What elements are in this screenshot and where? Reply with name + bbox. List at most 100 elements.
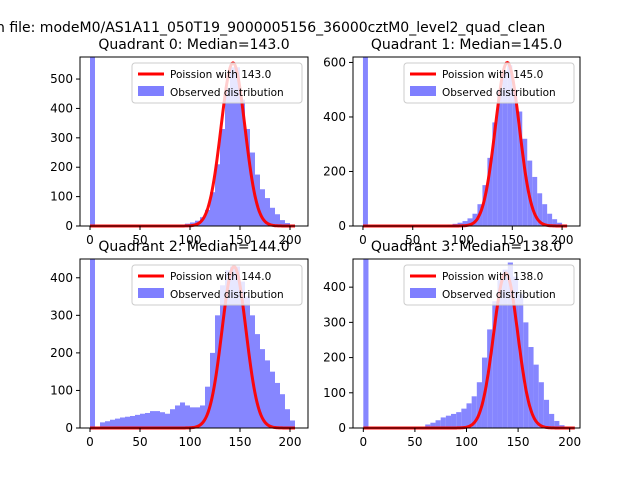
histogram-bar: [150, 411, 155, 428]
histogram-bar: [215, 164, 220, 226]
legend-hist-swatch: [410, 288, 436, 298]
histogram-bar: [430, 422, 436, 428]
histogram-bar: [445, 415, 452, 428]
histogram-bar: [200, 405, 205, 428]
legend: Poission with 145.0 Observed distribution: [403, 62, 575, 104]
histogram-bar: [245, 296, 250, 428]
legend-box: [131, 264, 303, 306]
y-tick-label: 0: [338, 219, 346, 233]
histogram-bar: [120, 417, 125, 428]
subplot-title: Quadrant 1: Median=145.0: [371, 37, 562, 53]
histogram-bar: [225, 270, 230, 428]
histogram-bar: [230, 266, 235, 428]
y-tick-label: 100: [50, 190, 73, 204]
histogram-bar: [451, 413, 457, 428]
legend-fit-label: Poission with 144.0: [170, 271, 271, 283]
histogram-bar: [90, 57, 95, 226]
histogram-bar: [476, 382, 482, 428]
histogram-bar: [456, 412, 462, 428]
histogram-bar: [487, 329, 493, 428]
histogram-bar: [502, 70, 508, 227]
histogram-bar: [522, 138, 528, 226]
histogram-bar: [512, 89, 518, 226]
x-tick-label: 150: [229, 435, 252, 449]
x-tick-label: 200: [551, 233, 574, 247]
y-tick-label: 200: [323, 164, 346, 178]
legend-hist-label: Observed distribution: [170, 87, 284, 99]
histogram-bar: [482, 185, 488, 226]
histogram-bar: [466, 403, 472, 428]
histogram-bar: [471, 396, 477, 428]
histogram-bar: [135, 414, 140, 428]
histogram-bar: [554, 420, 560, 428]
y-axis-ticks: 0 100 200 300 400 500: [50, 72, 80, 233]
x-axis-ticks: 0 50 100 150 200: [359, 428, 581, 449]
histogram-bar: [110, 419, 115, 428]
subplot-quadrant-1: 0 50 100 150 200 0 200 400 600 Poission with 145.…: [323, 37, 581, 247]
subplot-grid: 0 50 100 150 200 0 100 200 300 400 500 Poission wit…: [50, 37, 581, 449]
histogram-bar: [270, 207, 275, 226]
histogram-bar: [240, 99, 245, 226]
histogram-bar: [487, 157, 493, 226]
histogram-bar: [235, 266, 240, 428]
histogram-bar: [425, 424, 431, 428]
legend-hist-label: Observed distribution: [170, 289, 284, 301]
histogram-bar: [105, 421, 110, 428]
histogram-bar: [140, 413, 145, 428]
histogram-bar: [363, 259, 369, 428]
legend-hist-label: Observed distribution: [442, 289, 556, 301]
y-tick-label: 300: [50, 308, 73, 322]
x-tick-label: 150: [501, 233, 524, 247]
legend-fit-label: Poission with 145.0: [442, 69, 543, 81]
subplot-quadrant-3: 0 50 100 150 200 0 100 200 300 400 Poission with 1…: [323, 239, 581, 449]
y-tick-label: 100: [50, 383, 73, 397]
histogram-bar: [180, 402, 185, 428]
histogram-bar: [175, 405, 180, 428]
histogram-bar: [145, 412, 150, 428]
histogram-bar: [265, 360, 270, 428]
histogram-bar: [523, 322, 529, 428]
y-axis-ticks: 0 100 200 300 400: [323, 280, 353, 435]
y-tick-label: 0: [338, 421, 346, 435]
histogram-bar: [435, 420, 441, 428]
y-tick-label: 400: [323, 280, 346, 294]
y-axis-ticks: 0 100 200 300 400: [50, 271, 80, 435]
y-tick-label: 300: [50, 131, 73, 145]
x-tick-label: 200: [279, 233, 302, 247]
y-tick-label: 500: [50, 72, 73, 86]
histogram-bar: [125, 416, 130, 428]
histogram-bar: [507, 65, 513, 226]
histogram-bar: [502, 269, 508, 428]
histogram-bar: [275, 214, 280, 226]
legend-hist-label: Observed distribution: [442, 87, 556, 99]
histogram-bar: [461, 408, 467, 428]
histogram-bar: [440, 417, 446, 428]
histogram-bar: [220, 285, 225, 428]
histogram-bar: [220, 129, 225, 226]
y-tick-label: 400: [50, 101, 73, 115]
x-axis-ticks: 0 50 100 150 200: [359, 226, 574, 247]
subplot-title: Quadrant 3: Median=138.0: [371, 239, 562, 255]
legend-fit-label: Poission with 138.0: [442, 271, 543, 283]
axes-frame: [352, 56, 581, 227]
histogram-bar: [165, 413, 170, 428]
histogram-bar: [280, 394, 285, 428]
y-tick-label: 200: [323, 351, 346, 365]
x-tick-label: 100: [451, 233, 474, 247]
legend-box: [131, 62, 303, 104]
x-tick-label: 0: [359, 233, 367, 247]
histogram-bar: [205, 209, 210, 226]
y-tick-label: 200: [50, 160, 73, 174]
y-tick-label: 600: [323, 55, 346, 69]
histogram-bar: [225, 87, 230, 226]
histogram-bar: [185, 405, 190, 428]
histogram-bar: [532, 176, 538, 226]
x-axis-ticks: 0 50 100 150 200: [86, 428, 301, 449]
figure-suptitle: n file: modeM0/AS1A11_050T19_9000005156_…: [0, 20, 545, 36]
histogram-bar: [270, 371, 275, 428]
histogram-bar: [552, 219, 558, 226]
histogram-bar: [155, 411, 160, 428]
legend-hist-swatch: [410, 86, 436, 96]
y-tick-label: 400: [50, 271, 73, 285]
